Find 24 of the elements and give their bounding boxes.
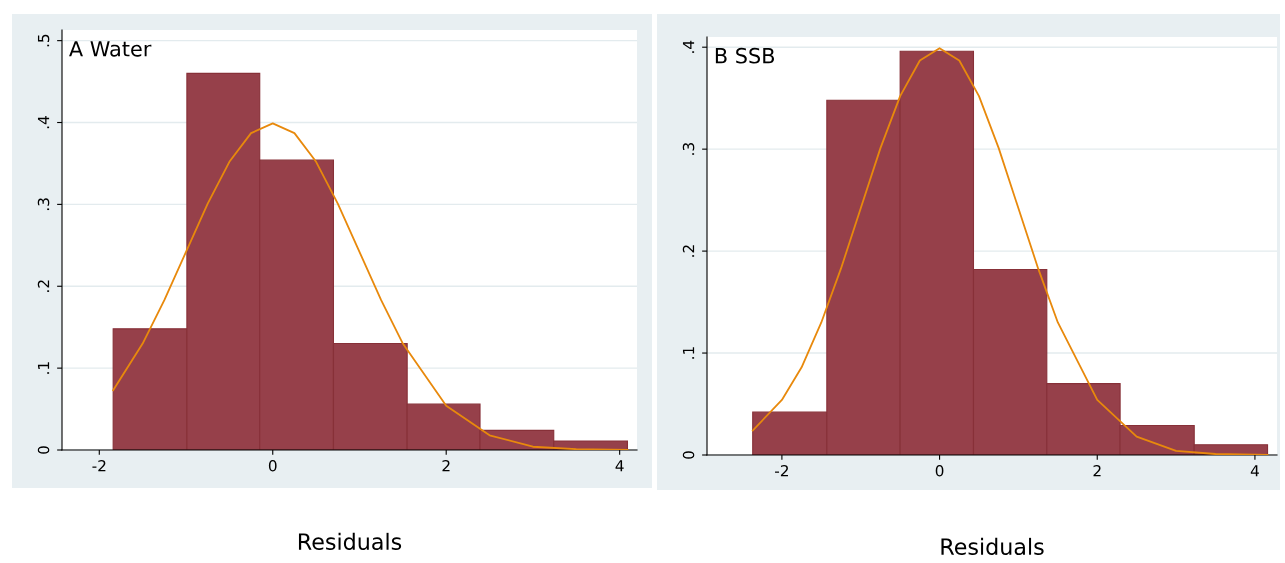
x-tick-label: 0: [935, 464, 944, 477]
y-tick-label: .3: [682, 143, 695, 155]
x-tick-label: 2: [442, 459, 450, 472]
x-tick-label: -2: [775, 464, 788, 477]
y-tick-label: 0: [37, 446, 50, 454]
x-axis-title: Residuals: [298, 532, 402, 551]
x-tick-label: 4: [1250, 465, 1259, 477]
x-tick-label: 2: [1093, 464, 1101, 477]
y-tick-label: .1: [682, 347, 695, 359]
line-series: [112, 122, 629, 450]
chart-title: A Water: [69, 41, 152, 57]
y-tick-label: .4: [682, 40, 695, 53]
y-tick-label: .2: [37, 280, 50, 292]
x-tick-label: -2: [92, 459, 106, 472]
y-tick-label: .5: [37, 34, 50, 47]
x-tick-label: 4: [615, 460, 624, 472]
x-axis-title: Residuals: [941, 537, 1044, 556]
x-tick-label: 0: [268, 459, 277, 472]
y-tick-label: 0: [682, 451, 695, 459]
y-tick-label: .1: [37, 362, 50, 374]
y-tick-label: .4: [37, 116, 50, 129]
y-tick-label: .2: [682, 245, 695, 257]
chart-title: B SSB: [715, 47, 775, 64]
y-tick-label: .3: [37, 198, 50, 211]
